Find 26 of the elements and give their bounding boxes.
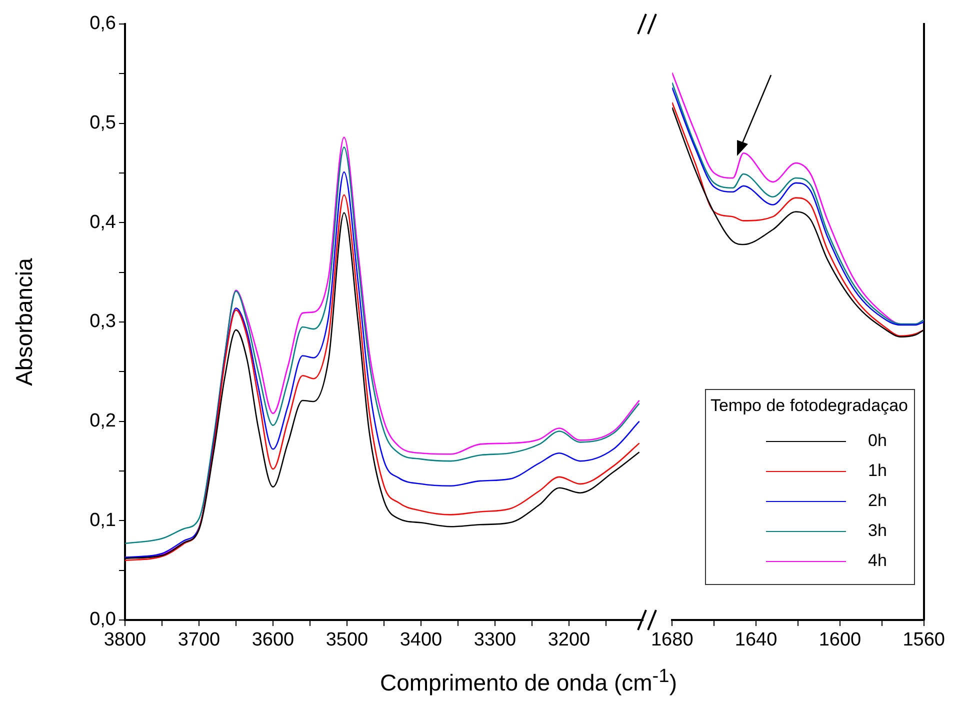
x-tick-label: 3200 bbox=[548, 630, 590, 651]
x-tick-label: 1600 bbox=[818, 630, 862, 651]
x-tick-label: 1680 bbox=[650, 630, 694, 651]
x-tick-label: 3800 bbox=[104, 630, 146, 651]
y-tick-label: 0,0 bbox=[90, 609, 116, 630]
y-tick-label: 0,6 bbox=[90, 13, 116, 34]
x-axis-title: Comprimento de onda (cm$^{-1}$) bbox=[378, 666, 678, 697]
x-tick-label: 3500 bbox=[326, 630, 368, 651]
y-tick-label: 0,2 bbox=[90, 410, 116, 432]
y-tick-label: 0,5 bbox=[90, 112, 116, 134]
y-tick-label: 0,4 bbox=[90, 212, 116, 233]
legend-label: 0h bbox=[868, 431, 888, 451]
x-tick-label: 1560 bbox=[902, 630, 946, 651]
legend-label: 2h bbox=[868, 491, 888, 511]
y-tick-label: 0,3 bbox=[90, 311, 116, 332]
x-tick-label: 3300 bbox=[474, 630, 516, 651]
x-tick-label: 3700 bbox=[178, 630, 220, 651]
x-tick-label: 3400 bbox=[400, 630, 442, 651]
x-tick-label: 3600 bbox=[252, 630, 294, 651]
legend-label: 1h bbox=[868, 461, 888, 481]
x-tick-label: 1640 bbox=[734, 630, 778, 651]
y-tick-label: 0,1 bbox=[90, 510, 116, 531]
legend-title: Tempo de fotodegradaçao bbox=[710, 396, 908, 416]
legend-label: 4h bbox=[868, 551, 888, 571]
legend-label: 3h bbox=[868, 521, 888, 541]
y-axis-title: Absorbancia bbox=[11, 258, 38, 386]
